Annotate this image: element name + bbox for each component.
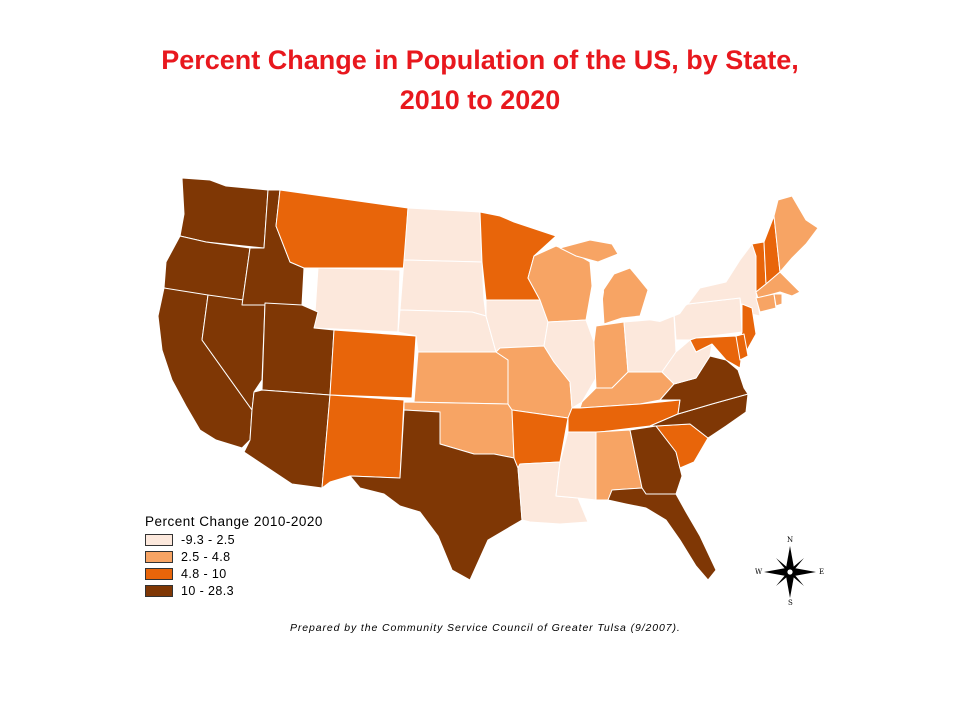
- legend-item: -9.3 - 2.5: [145, 532, 323, 548]
- legend-item: 2.5 - 4.8: [145, 549, 323, 565]
- state-AR[interactable]: [511, 409, 569, 469]
- state-MI[interactable]: [601, 267, 649, 325]
- legend-item: 10 - 28.3: [145, 583, 323, 599]
- state-SD[interactable]: [399, 259, 487, 317]
- legend-title: Percent Change 2010-2020: [145, 514, 323, 529]
- legend-swatch: [145, 568, 173, 580]
- state-IL[interactable]: [543, 319, 597, 409]
- lake-michigan: [592, 262, 604, 318]
- legend-label: 4.8 - 10: [181, 567, 227, 581]
- credit-note: Prepared by the Community Service Counci…: [290, 622, 681, 634]
- state-RI[interactable]: [773, 293, 783, 307]
- legend-item: 4.8 - 10: [145, 566, 323, 582]
- state-IA[interactable]: [485, 299, 549, 353]
- state-WA[interactable]: [179, 177, 269, 249]
- state-CO[interactable]: [329, 329, 417, 399]
- state-KS[interactable]: [413, 351, 509, 405]
- compass-east-label: E: [819, 568, 825, 576]
- legend-swatch: [145, 551, 173, 563]
- compass-rose: [764, 546, 816, 598]
- legend: Percent Change 2010-2020 -9.3 - 2.5 2.5 …: [145, 514, 323, 600]
- map-title-line-1: Percent Change in Population of the US, …: [161, 45, 799, 75]
- state-NM[interactable]: [321, 394, 405, 489]
- state-AZ[interactable]: [243, 389, 331, 489]
- compass-west-label: W: [755, 568, 763, 576]
- legend-label: -9.3 - 2.5: [181, 533, 236, 547]
- state-ND[interactable]: [403, 207, 483, 263]
- legend-label: 2.5 - 4.8: [181, 550, 231, 564]
- state-MT[interactable]: [275, 189, 409, 269]
- map-title: Percent Change in Population of the US, …: [40, 40, 920, 120]
- legend-swatch: [145, 585, 173, 597]
- legend-swatch: [145, 534, 173, 546]
- lake-erie: [648, 300, 690, 322]
- state-CT[interactable]: [755, 293, 777, 313]
- compass-south-label: S: [788, 599, 793, 607]
- state-TX[interactable]: [349, 409, 523, 581]
- state-ME[interactable]: [773, 195, 819, 273]
- state-WY[interactable]: [313, 267, 401, 333]
- state-MI-upper[interactable]: [559, 239, 619, 263]
- map-title-line-2: 2010 to 2020: [399, 85, 561, 115]
- state-DE[interactable]: [735, 333, 749, 361]
- state-FL[interactable]: [607, 487, 717, 581]
- legend-label: 10 - 28.3: [181, 584, 234, 598]
- compass-north-label: N: [787, 536, 794, 544]
